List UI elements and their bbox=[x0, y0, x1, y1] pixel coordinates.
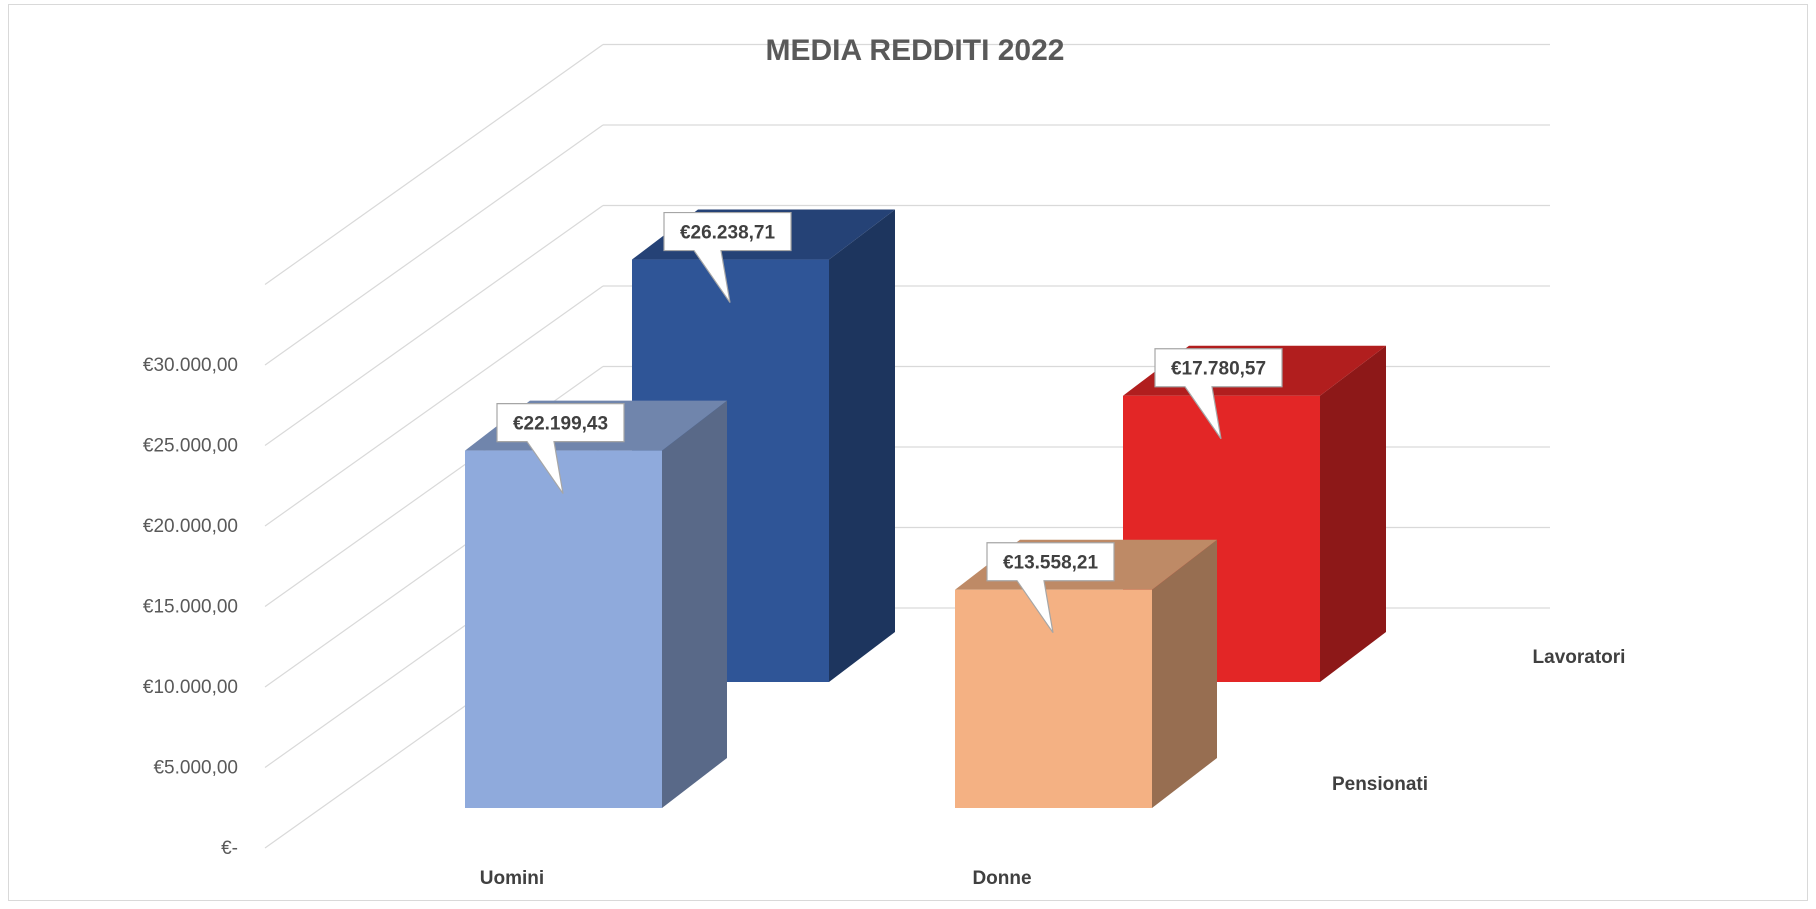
bar-side-face bbox=[829, 209, 895, 682]
y-tick-label: €25.000,00 bbox=[143, 436, 238, 457]
y-tick-label: €5.000,00 bbox=[153, 758, 238, 779]
callout-box bbox=[986, 542, 1115, 634]
gridline-side bbox=[264, 124, 604, 366]
gridline-side bbox=[264, 44, 604, 285]
data-label-text: €17.780,57 bbox=[1171, 359, 1266, 380]
chart-title: MEDIA REDDITI 2022 bbox=[766, 34, 1065, 67]
data-label-text: €13.558,21 bbox=[1003, 553, 1099, 574]
bar-front-face bbox=[955, 589, 1152, 808]
callout-box bbox=[663, 211, 792, 303]
y-tick-label: €20.000,00 bbox=[143, 516, 238, 537]
callout-box bbox=[1154, 348, 1283, 440]
gridline-side bbox=[264, 285, 604, 527]
y-axis-ticks: €- €5.000,00 €10.000,00 €15.000,00 €20.000,0… bbox=[143, 355, 238, 859]
bar-side-face bbox=[662, 400, 727, 808]
series-pensionati bbox=[465, 400, 1217, 808]
depth-label-pensionati: Pensionati bbox=[1332, 774, 1428, 795]
callout-box bbox=[496, 402, 625, 494]
data-label-callout: €22.199,43 bbox=[496, 402, 625, 494]
category-label-uomini: Uomini bbox=[480, 868, 544, 889]
data-label-text: €26.238,71 bbox=[680, 223, 776, 244]
category-label-donne: Donne bbox=[972, 868, 1031, 889]
data-label-callout: €17.780,57 bbox=[1154, 348, 1283, 440]
depth-label-lavoratori: Lavoratori bbox=[1533, 647, 1626, 668]
y-tick-label: €15.000,00 bbox=[143, 597, 238, 618]
bar-pensionati-uomini bbox=[465, 400, 727, 808]
bar-side-face bbox=[1320, 345, 1386, 682]
bar-side-face bbox=[1152, 539, 1217, 808]
y-tick-label: €30.000,00 bbox=[143, 355, 238, 376]
y-tick-label: €- bbox=[221, 838, 238, 859]
y-tick-label: €10.000,00 bbox=[143, 677, 238, 698]
data-label-callout: €26.238,71 bbox=[663, 211, 792, 303]
bar-front-face bbox=[465, 450, 662, 808]
gridline-side bbox=[264, 205, 604, 446]
data-label-text: €22.199,43 bbox=[513, 414, 608, 435]
data-labels: €26.238,71 €17.780,57 €22.199,43 €13.558,21 bbox=[496, 211, 1283, 634]
chart-area bbox=[8, 4, 1808, 901]
data-label-callout: €13.558,21 bbox=[986, 542, 1115, 634]
